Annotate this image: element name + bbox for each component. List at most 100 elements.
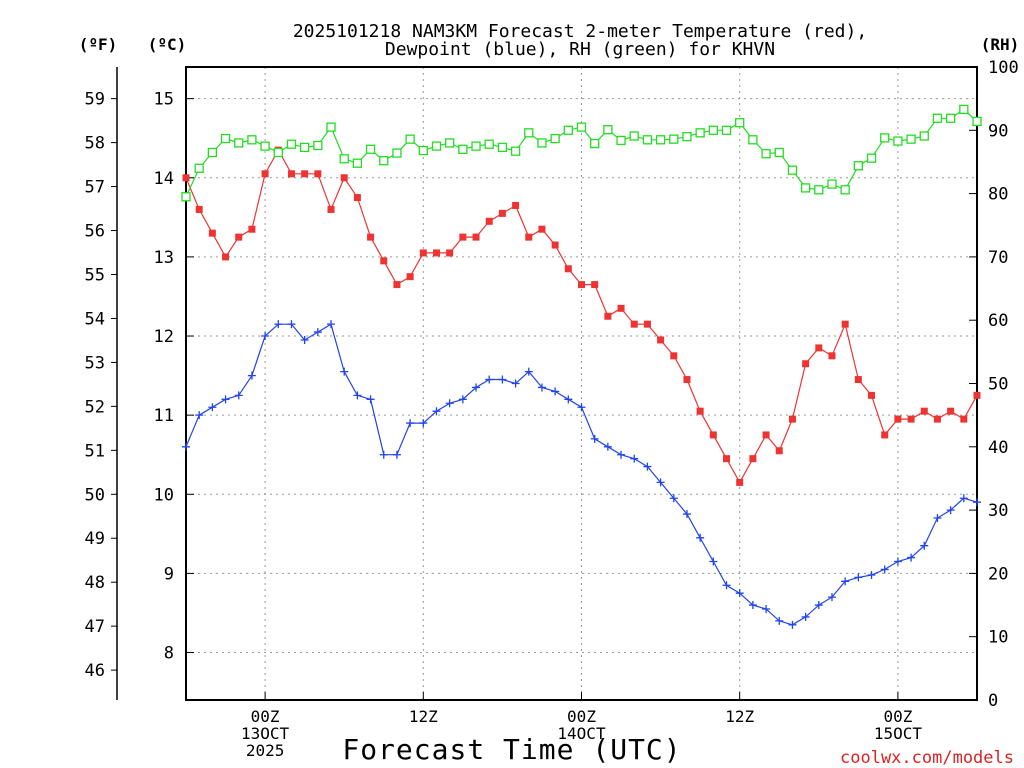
dewpoint-point: [564, 395, 573, 404]
rh-point: [735, 118, 745, 128]
celsius-tick-label: 12: [154, 327, 174, 347]
rh-point: [510, 146, 521, 156]
temperature-point: [301, 170, 309, 178]
rh-tick-label: 0: [988, 691, 998, 711]
temperature-point: [446, 249, 454, 257]
dewpoint-point: [340, 367, 349, 376]
dewpoint-point: [854, 573, 863, 582]
temperature-point: [736, 478, 744, 486]
rh-point: [880, 133, 890, 143]
chart-title: 2025101218 NAM3KM Forecast 2-meter Tempe…: [293, 21, 867, 42]
rh-point: [471, 141, 481, 151]
rh-point: [537, 138, 547, 148]
temperature-point: [828, 352, 836, 360]
x-tick-label: 2025: [246, 741, 285, 760]
fahrenheit-tick-label: 51: [85, 441, 105, 461]
series-rh: [181, 104, 982, 202]
dewpoint-point: [366, 395, 375, 404]
dewpoint-point: [353, 391, 362, 400]
dewpoint-point: [880, 565, 889, 574]
fahrenheit-unit-label: (ºF): [79, 35, 118, 54]
temperature-point: [815, 344, 823, 352]
rh-tick-label: 90: [988, 121, 1008, 141]
dewpoint-point: [775, 616, 784, 625]
rh-point: [748, 135, 758, 145]
rh-tick-label: 40: [988, 438, 1008, 458]
rh-point: [787, 165, 798, 175]
x-axis-label: Forecast Time (UTC): [342, 733, 681, 766]
fahrenheit-tick-label: 50: [85, 485, 105, 505]
rh-point: [181, 192, 191, 202]
temperature-point: [406, 273, 414, 281]
rh-point: [352, 158, 363, 168]
celsius-tick-label: 10: [154, 485, 174, 505]
dewpoint-point: [973, 498, 981, 507]
rh-point: [932, 113, 943, 123]
dewpoint-point: [313, 328, 322, 337]
rh-point: [603, 125, 613, 135]
dewpoint-point: [814, 601, 823, 610]
temperature-point: [538, 225, 546, 233]
rh-point: [800, 183, 811, 193]
rh-point: [682, 131, 692, 142]
rh-tick-label: 50: [988, 375, 1008, 395]
temperature-point: [657, 336, 665, 344]
temperature-point: [208, 229, 216, 237]
axes: 8 9 10 11 12 13 14 15 46 47 48 49 50 51 52 53 54 55 56 57 58…: [85, 58, 1019, 760]
temperature-point: [419, 249, 427, 257]
temperature-point: [643, 320, 651, 328]
temperature-point: [353, 194, 361, 202]
dewpoint-point: [392, 450, 401, 459]
series-layer: [181, 104, 982, 629]
rh-point: [642, 135, 653, 145]
temperature-point: [327, 205, 335, 213]
dewpoint-point: [195, 411, 204, 420]
dewpoint-point: [485, 375, 494, 384]
chart-subtitle: Dewpoint (blue), RH (green) for KHVN: [385, 39, 775, 60]
rh-point: [827, 179, 837, 189]
rh-point: [945, 113, 956, 123]
temperature-point: [564, 265, 572, 273]
fahrenheit-tick-label: 48: [85, 573, 105, 593]
temperature-point: [683, 376, 691, 384]
rh-point: [708, 125, 718, 135]
temperature-point: [960, 415, 968, 423]
temperature-point: [894, 415, 902, 423]
dewpoint-point: [432, 407, 441, 416]
dewpoint-point: [287, 320, 296, 329]
rh-point: [655, 135, 666, 145]
dewpoint-point: [603, 442, 612, 451]
temperature-point: [709, 431, 717, 439]
temperature-point: [841, 320, 849, 328]
dewpoint-point: [247, 371, 256, 380]
dewpoint-point: [827, 593, 836, 602]
x-tick-label: 00Z: [883, 707, 912, 726]
rh-point: [379, 156, 389, 166]
dewpoint-point: [709, 557, 718, 566]
rh-point: [299, 142, 310, 153]
fahrenheit-tick-label: 59: [85, 90, 105, 110]
temperature-point: [261, 170, 269, 178]
rh-point: [866, 153, 877, 163]
rh-point: [959, 104, 969, 115]
dewpoint-point: [234, 391, 243, 400]
fahrenheit-tick-label: 47: [85, 617, 105, 637]
temperature-point: [630, 320, 638, 328]
dewpoint-point: [682, 510, 691, 519]
dewpoint-point: [788, 620, 797, 629]
x-tick-label: 00Z: [251, 707, 280, 726]
x-tick-label: 15OCT: [874, 724, 923, 743]
rh-point: [853, 161, 863, 171]
celsius-tick-label: 9: [164, 564, 174, 584]
dewpoint-point: [208, 403, 217, 412]
temperature-point: [604, 312, 612, 320]
rh-point: [418, 145, 428, 156]
rh-point: [893, 136, 903, 146]
rh-point: [774, 147, 784, 158]
temperature-point: [340, 174, 348, 182]
series-temperature: [182, 146, 981, 486]
rh-point: [695, 128, 705, 138]
temperature-point: [472, 233, 480, 241]
rh-point: [260, 141, 270, 151]
rh-tick-label: 60: [988, 311, 1008, 331]
